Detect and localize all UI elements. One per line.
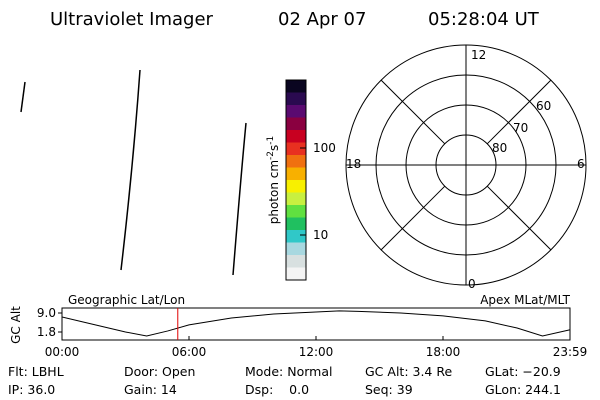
altitude-plot: 00:00 06:00 12:00 18:00 23:59: [45, 308, 588, 359]
colorbar-cell: [286, 192, 306, 206]
polar-diagonal: [486, 185, 552, 251]
mlt-label: 0: [468, 277, 476, 291]
colorbar-cell: [286, 230, 306, 243]
info-field: IP: 36.0: [8, 382, 55, 397]
colorbar-cell: [286, 142, 306, 156]
colorbar: [285, 79, 307, 281]
alt-xtick-label: 12:00: [299, 345, 334, 359]
polar-grid: [345, 44, 587, 286]
info-field: Gain: 14: [124, 382, 177, 397]
info-field: Dsp: 0.0: [245, 382, 309, 397]
alt-ytick-label: 1.8: [37, 325, 56, 339]
mlt-label: 18: [346, 157, 361, 171]
colorbar-tick-label: 100: [313, 141, 336, 155]
colorbar-frame: [285, 79, 307, 281]
alt-xtick-label: 06:00: [172, 345, 207, 359]
alt-right-label: Apex MLat/MLT: [480, 293, 570, 307]
auroral-image: [20, 69, 247, 276]
colorbar-label-exp: -1: [266, 136, 276, 145]
colorbar-cell: [286, 267, 306, 281]
mlat-label: 70: [513, 121, 528, 135]
mlt-label: 12: [471, 48, 486, 62]
colorbar-cell: [286, 117, 306, 131]
mlat-label: 80: [492, 141, 507, 155]
info-panel: Flt: LBHL Door: Open Mode: Normal GC Alt: 3…: [8, 364, 561, 397]
title: Ultraviolet Imager: [50, 9, 214, 30]
colorbar-cell: [286, 130, 306, 143]
colorbar-cell: [286, 155, 306, 168]
info-field: Door: Open: [124, 364, 195, 379]
colorbar-cell: [286, 80, 306, 93]
colorbar-cell: [286, 242, 306, 256]
colorbar-cell: [286, 217, 306, 231]
altitude-curve: [62, 310, 570, 337]
image-contour: [120, 69, 141, 271]
alt-ytick-label: 9.0: [37, 306, 56, 320]
colorbar-cell: [286, 105, 306, 118]
info-field: GLat: −20.9: [485, 364, 561, 379]
alt-left-label: Geographic Lat/Lon: [68, 293, 185, 307]
colorbar-cell: [286, 167, 306, 181]
date: 02 Apr 07: [278, 9, 366, 30]
info-field: GLon: 244.1: [485, 382, 561, 397]
alt-xtick-label: 18:00: [426, 345, 461, 359]
colorbar-cell: [286, 180, 306, 193]
colorbar-label-text: photon cm: [267, 160, 281, 224]
info-field: Mode: Normal: [245, 364, 332, 379]
colorbar-cell: [286, 255, 306, 268]
alt-frame: [61, 307, 571, 341]
alt-ylabel: GC Alt: [9, 306, 23, 344]
colorbar-cell: [286, 92, 306, 106]
alt-xtick-label: 00:00: [45, 345, 80, 359]
colorbar-label: photon cm-2s-1: [266, 136, 281, 225]
colorbar-label-text: s: [267, 145, 281, 151]
polar-diagonal: [380, 79, 446, 145]
info-field: Flt: LBHL: [8, 364, 64, 379]
image-contour: [20, 81, 26, 113]
colorbar-tick-label: 10: [313, 228, 328, 242]
alt-xtick-label: 23:59: [553, 345, 588, 359]
info-field: GC Alt: 3.4 Re: [365, 364, 452, 379]
info-field: Seq: 39: [365, 382, 413, 397]
image-contour: [232, 122, 247, 276]
polar-diagonal: [380, 185, 446, 251]
mlt-label: 6: [577, 157, 585, 171]
colorbar-cell: [286, 205, 306, 218]
polar-diagonal: [486, 79, 552, 145]
colorbar-label-exp: -2: [266, 151, 276, 160]
time: 05:28:04 UT: [428, 9, 540, 30]
mlat-label: 60: [536, 99, 551, 113]
